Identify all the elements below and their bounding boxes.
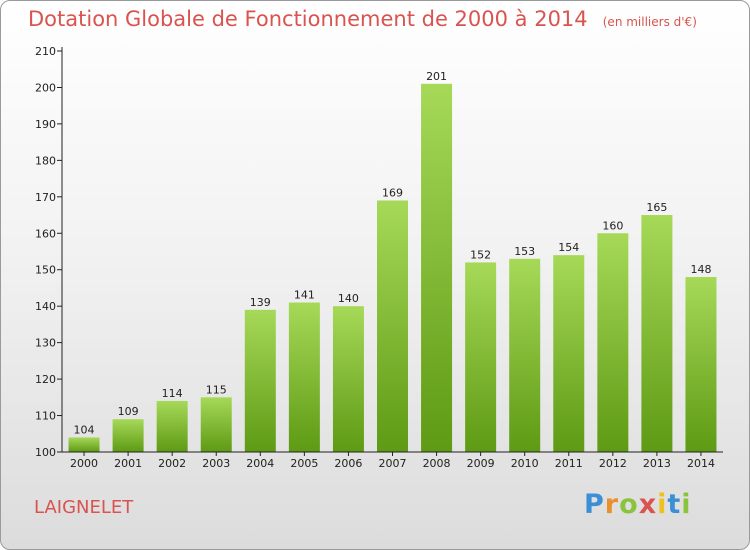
y-tick-label: 150: [35, 264, 56, 277]
proxiti-logo: Proxiti: [584, 489, 692, 520]
x-tick-label: 2004: [246, 457, 274, 470]
bar-value-label: 165: [646, 201, 667, 214]
y-tick-label: 130: [35, 337, 56, 350]
bar: [68, 437, 100, 452]
logo-letter: o: [619, 489, 639, 520]
bar: [332, 306, 364, 452]
y-axis: 100 110 120 130 140 150 160 170 180 190 200 210: [35, 45, 63, 459]
y-tick-label: 200: [35, 81, 56, 94]
y-tick-label: 210: [35, 45, 56, 58]
y-tick-label: 180: [35, 154, 56, 167]
bar: [641, 215, 673, 452]
bar-value-label: 114: [162, 387, 183, 400]
x-tick-label: 2006: [334, 457, 362, 470]
logo-letter: x: [638, 489, 658, 520]
bar-value-label: 109: [118, 405, 139, 418]
bar: [156, 400, 188, 452]
commune-name: LAIGNELET: [34, 497, 134, 518]
bar-value-label: 154: [558, 241, 579, 254]
bar: [200, 397, 232, 452]
title-row: Dotation Globale de Fonctionnement de 20…: [28, 7, 697, 31]
bar-value-label: 160: [602, 219, 623, 232]
bar: [465, 262, 497, 452]
bar: [597, 233, 629, 452]
x-tick-label: 2011: [555, 457, 583, 470]
logo-letter: P: [584, 489, 605, 520]
x-tick-label: 2013: [643, 457, 671, 470]
bar-value-label: 169: [382, 186, 403, 199]
x-tick-label: 2005: [290, 457, 318, 470]
x-tick-label: 2000: [70, 457, 98, 470]
bar: [112, 419, 144, 452]
x-tick-label: 2002: [158, 457, 186, 470]
bar-value-label: 141: [294, 289, 315, 302]
bar-value-label: 115: [206, 383, 227, 396]
bar: [288, 302, 320, 452]
bar-value-label: 140: [338, 292, 359, 305]
x-tick-label: 2007: [379, 457, 407, 470]
x-tick-label: 2001: [114, 457, 142, 470]
x-tick-label: 2010: [511, 457, 539, 470]
logo-letter: i: [657, 489, 668, 520]
y-tick-label: 140: [35, 300, 56, 313]
y-tick-label: 120: [35, 373, 56, 386]
bar: [685, 277, 717, 452]
bar-value-label: 153: [514, 245, 535, 258]
logo-letter: t: [667, 489, 682, 520]
logo-letter: i: [681, 489, 692, 520]
y-tick-label: 110: [35, 410, 56, 423]
bar: [244, 309, 276, 452]
bar-value-label: 104: [74, 423, 95, 436]
bars: 104 109 114 115 139 141 140 169 201 152 153 154 160 1…: [68, 70, 717, 453]
y-tick-label: 190: [35, 118, 56, 131]
bar-value-label: 152: [470, 248, 491, 261]
chart-subtitle: (en milliers d'€): [602, 15, 697, 29]
x-tick-label: 2014: [687, 457, 715, 470]
x-tick-label: 2008: [423, 457, 451, 470]
x-axis: 2000 2001 2002 2003 2004 2005 2006 2007 2008 2009…: [62, 451, 723, 470]
bar: [377, 200, 408, 452]
x-tick-label: 2003: [202, 457, 230, 470]
chart-title: Dotation Globale de Fonctionnement de 20…: [28, 7, 588, 31]
bar-value-label: 139: [250, 296, 271, 309]
bar: [553, 255, 585, 452]
x-tick-label: 2009: [467, 457, 495, 470]
bar-value-label: 148: [690, 263, 711, 276]
bar: [509, 258, 541, 452]
bar: [421, 83, 453, 453]
x-tick-label: 2012: [599, 457, 627, 470]
logo-letter: r: [604, 489, 620, 520]
y-tick-label: 170: [35, 191, 56, 204]
y-tick-label: 160: [35, 227, 56, 240]
bar-value-label: 201: [426, 70, 447, 83]
y-tick-label: 100: [35, 446, 56, 459]
